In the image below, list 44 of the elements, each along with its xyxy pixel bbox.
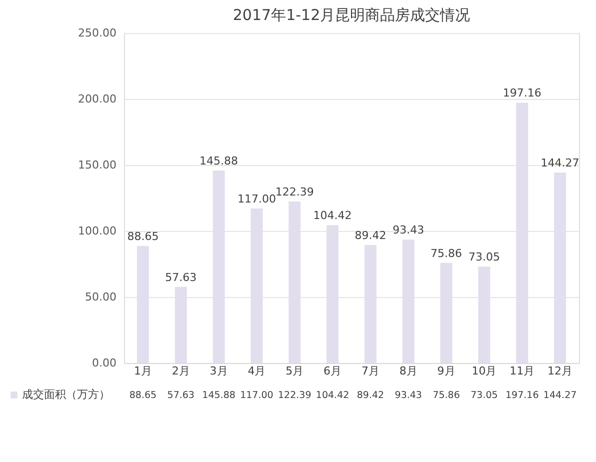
data-label: 117.00 [240,390,274,401]
x-tick-label: 10月 [472,364,497,378]
x-tick-label: 12月 [548,364,573,378]
y-tick-label: 50.00 [85,290,116,304]
y-tick-label: 100.00 [78,224,116,238]
x-tick-label: 2月 [172,364,190,378]
data-label: 93.43 [394,390,422,401]
x-tick-label: 6月 [324,364,342,378]
text: 57.63 [165,270,197,284]
data-label: 57.63 [167,390,194,401]
text: 89.42 [354,228,386,242]
data-label: 144.27 [543,390,577,401]
y-tick-label: 0.00 [92,356,116,370]
text: 93.43 [392,224,424,237]
data-label: 75.86 [432,390,460,401]
text: 117.00 [237,192,276,206]
x-tick-label: 1月 [134,364,152,378]
data-label: 145.88 [202,390,236,401]
x-tick-label: 5月 [286,364,304,378]
data-label: 122.39 [278,390,312,401]
text: 104.42 [313,209,352,222]
text: 197.16 [502,86,542,100]
text: 122.39 [275,185,314,198]
chart-title: 2017年1-12月昆明商品房成交情况 [232,6,470,24]
x-tick-label: 8月 [399,364,418,378]
y-tick-label: 150.00 [78,158,116,172]
text: 73.05 [468,250,500,264]
text: 145.88 [200,154,238,168]
x-tick-label: 4月 [248,364,266,378]
x-tick-label: 9月 [437,364,456,378]
data-label: 73.05 [470,390,498,401]
data-label: 88.65 [129,390,157,401]
y-tick-label: 250.00 [78,26,116,40]
x-tick-label: 11月 [510,364,535,378]
x-tick-label: 3月 [210,364,228,378]
data-label: 89.42 [356,390,384,401]
text: 88.65 [127,230,159,243]
data-label: 197.16 [506,390,539,401]
x-tick-label: 7月 [361,364,380,378]
text: 75.86 [430,246,462,260]
text: 144.27 [540,156,580,170]
data-label: 104.42 [316,390,350,401]
legend-label: 成交面积（万方） [22,388,110,401]
y-tick-label: 200.00 [78,92,116,106]
